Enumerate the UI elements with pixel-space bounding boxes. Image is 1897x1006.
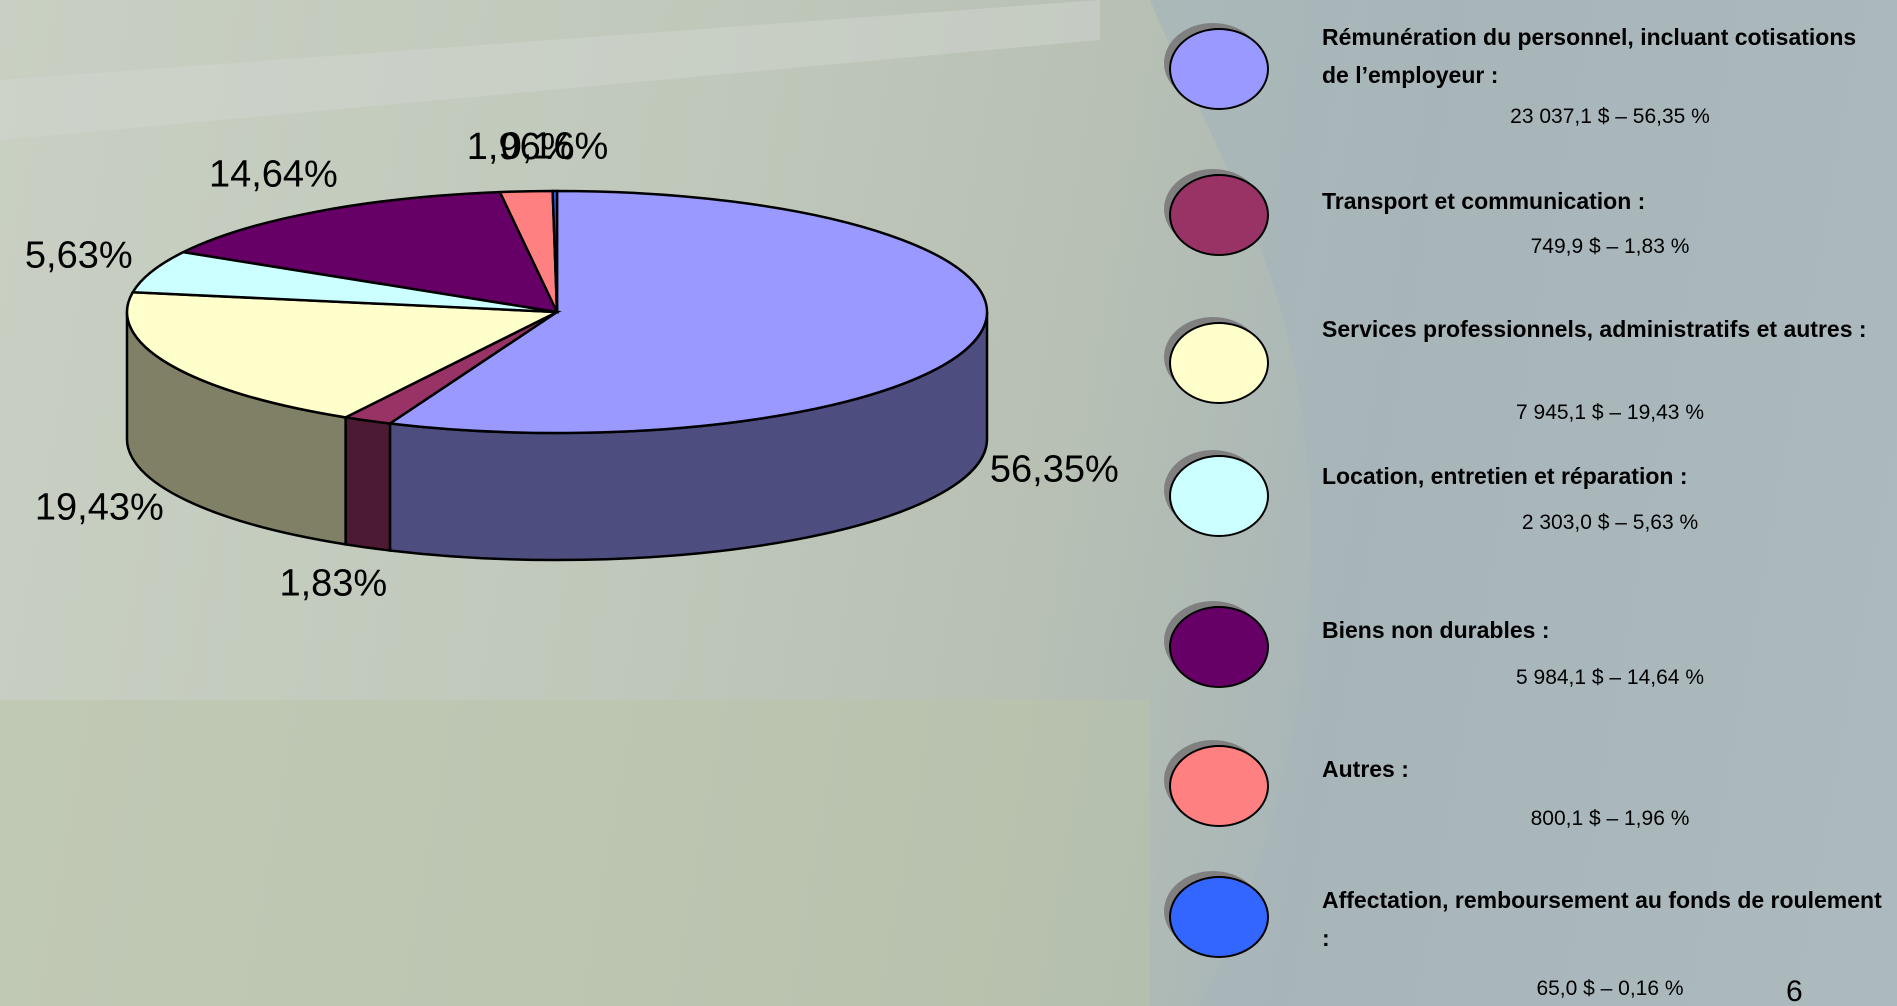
legend-detail: 65,0 $ – 0,16 % xyxy=(1536,977,1684,1000)
data-label: 19,43% xyxy=(35,487,164,529)
legend-label: Services professionnels, administratifs … xyxy=(1322,316,1867,342)
legend-swatch xyxy=(1169,322,1269,404)
legend-detail: 749,9 $ – 1,83 % xyxy=(1530,235,1690,258)
field xyxy=(0,700,1150,1006)
river xyxy=(1150,0,1897,1006)
legend-detail: 7 945,1 $ – 19,43 % xyxy=(1516,401,1704,424)
data-label: 5,63% xyxy=(25,234,133,276)
legend-swatch xyxy=(1169,455,1269,537)
data-label: 1,96% xyxy=(467,126,575,168)
legend-detail: 2 303,0 $ – 5,63 % xyxy=(1521,511,1699,534)
pie-side xyxy=(344,415,392,552)
data-label: 0,16% xyxy=(501,126,609,168)
pie-slice xyxy=(179,190,560,314)
data-label: 56,35% xyxy=(990,448,1119,490)
legend-swatch xyxy=(1169,28,1269,110)
legend-label: Rémunération du personnel, incluant coti… xyxy=(1322,24,1857,88)
legend-detail: 5 984,1 $ – 14,64 % xyxy=(1516,666,1704,689)
legend-label: Transport et communication : xyxy=(1322,188,1646,214)
legend-label: Affectation, remboursement au fonds de r… xyxy=(1322,887,1882,951)
data-label: 1,83% xyxy=(279,563,387,605)
legend-label: Biens non durables : xyxy=(1322,617,1550,643)
pie-slice xyxy=(551,189,559,313)
legend-swatch xyxy=(1169,876,1269,958)
pie-slice xyxy=(386,189,989,435)
legend-label: Location, entretien et réparation : xyxy=(1322,463,1688,489)
page-number: 6 xyxy=(1786,975,1803,1006)
pie-slice xyxy=(125,290,562,419)
legend-swatch xyxy=(1169,745,1269,827)
road xyxy=(0,0,1100,140)
legend-detail: 23 037,1 $ – 56,35 % xyxy=(1510,105,1710,128)
data-label: 14,64% xyxy=(209,154,338,196)
legend-label: Autres : xyxy=(1322,756,1409,782)
legend-swatch xyxy=(1169,174,1269,256)
legend-detail: 800,1 $ – 1,96 % xyxy=(1530,807,1690,830)
legend-swatch xyxy=(1169,606,1269,688)
